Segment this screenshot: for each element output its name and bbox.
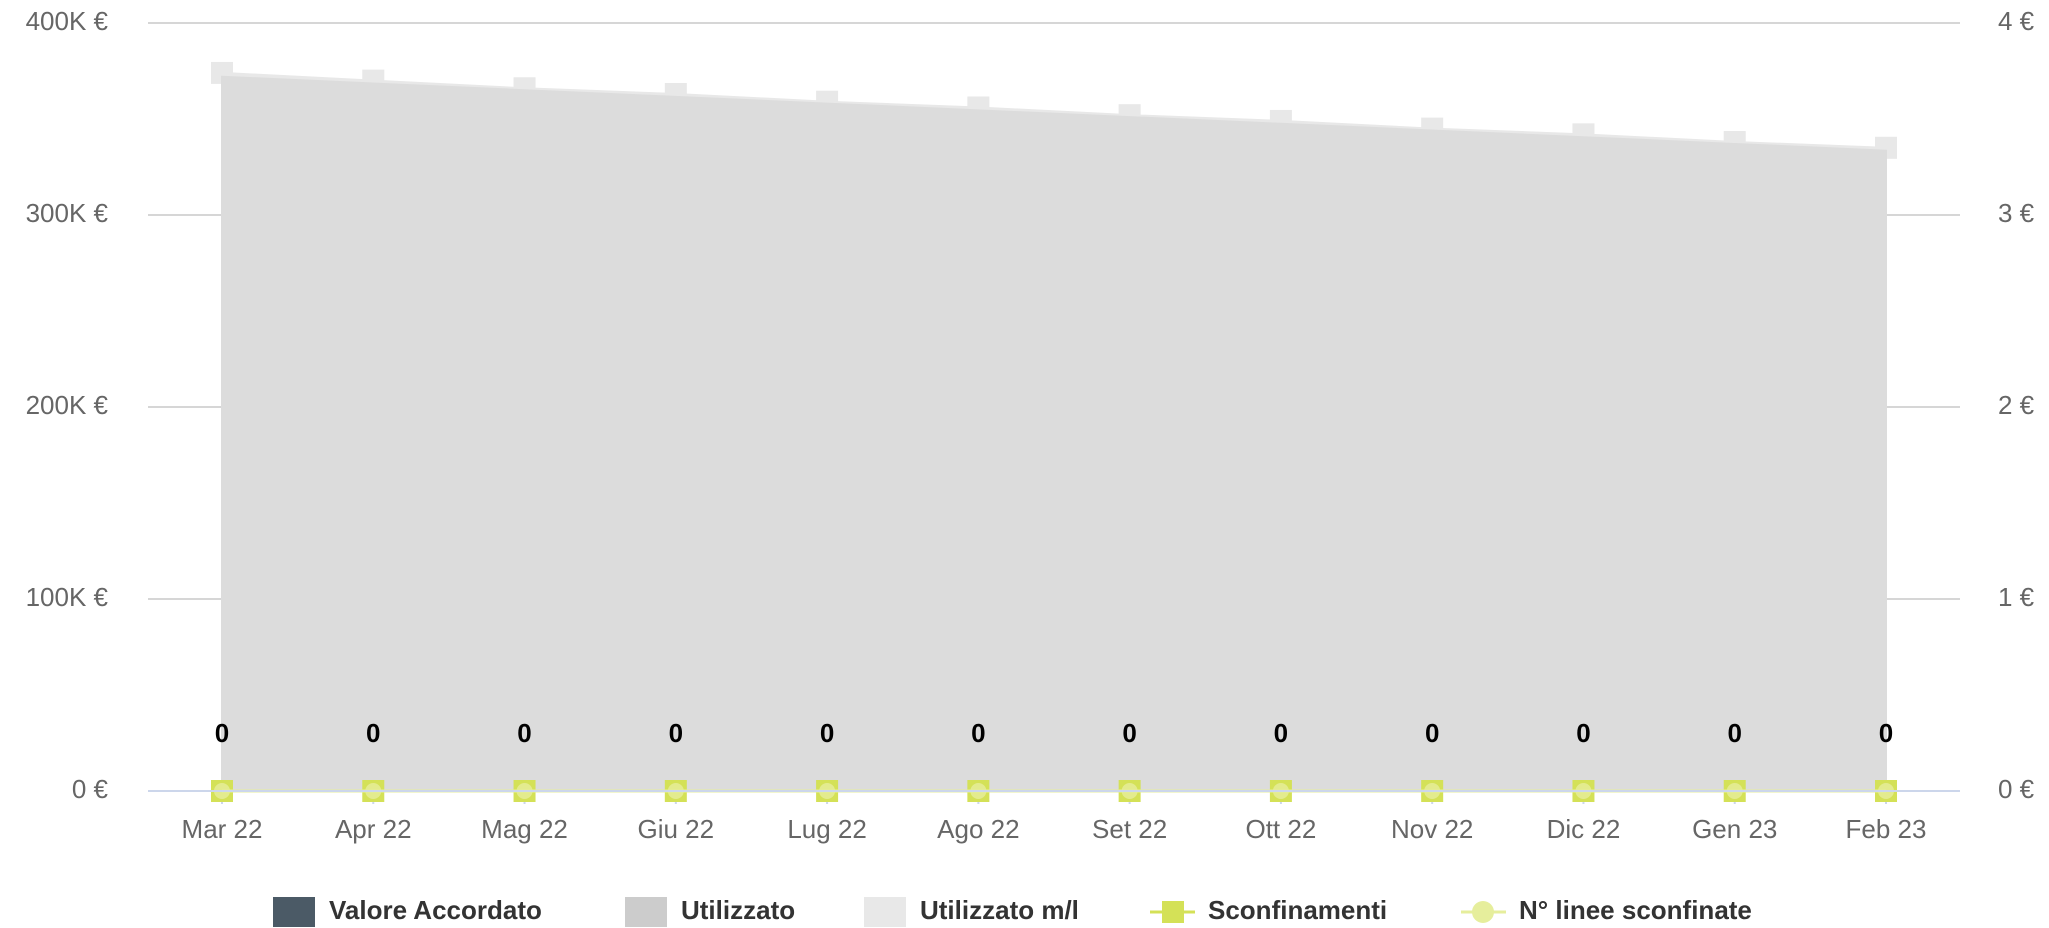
x-tick-label: Giu 22 bbox=[638, 814, 715, 844]
x-tick-label: Gen 23 bbox=[1692, 814, 1777, 844]
legend-marker bbox=[1472, 901, 1494, 923]
data-label: 0 bbox=[1122, 718, 1136, 748]
data-label: 0 bbox=[1576, 718, 1590, 748]
y-tick-label: 400K € bbox=[26, 6, 109, 36]
data-label: 0 bbox=[1879, 718, 1893, 748]
data-label: 0 bbox=[669, 718, 683, 748]
x-tick-label: Mag 22 bbox=[481, 814, 568, 844]
data-label: 0 bbox=[820, 718, 834, 748]
legend-label: N° linee sconfinate bbox=[1519, 895, 1752, 925]
area bbox=[221, 75, 1887, 792]
y-tick-label: 200K € bbox=[26, 390, 109, 420]
y-tick-label: 100K € bbox=[26, 582, 109, 612]
x-tick-label: Ago 22 bbox=[937, 814, 1019, 844]
legend-swatch bbox=[625, 897, 667, 927]
x-tick-label: Lug 22 bbox=[787, 814, 867, 844]
data-label: 0 bbox=[971, 718, 985, 748]
y2-tick-label: 0 € bbox=[1998, 774, 2035, 804]
data-label: 0 bbox=[517, 718, 531, 748]
data-label: 0 bbox=[215, 718, 229, 748]
data-label: 0 bbox=[1727, 718, 1741, 748]
data-label: 0 bbox=[1274, 718, 1288, 748]
x-tick-label: Mar 22 bbox=[182, 814, 263, 844]
y-tick-label: 300K € bbox=[26, 198, 109, 228]
legend-label: Sconfinamenti bbox=[1208, 895, 1387, 925]
x-tick-label: Nov 22 bbox=[1391, 814, 1473, 844]
y2-tick-label: 2 € bbox=[1998, 390, 2035, 420]
data-label: 0 bbox=[1425, 718, 1439, 748]
legend-marker bbox=[1162, 901, 1184, 923]
legend-swatch bbox=[864, 897, 906, 927]
y-tick-label: 0 € bbox=[72, 774, 109, 804]
data-label: 0 bbox=[366, 718, 380, 748]
legend-swatch bbox=[273, 897, 315, 927]
x-tick-label: Feb 23 bbox=[1846, 814, 1927, 844]
x-tick-label: Set 22 bbox=[1092, 814, 1167, 844]
x-tick-label: Apr 22 bbox=[335, 814, 412, 844]
x-tick-label: Dic 22 bbox=[1547, 814, 1621, 844]
y2-tick-label: 1 € bbox=[1998, 582, 2035, 612]
legend-label: Utilizzato m/l bbox=[920, 895, 1079, 925]
legend-label: Utilizzato bbox=[681, 895, 795, 925]
y2-tick-label: 4 € bbox=[1998, 6, 2035, 36]
y2-tick-label: 3 € bbox=[1998, 198, 2035, 228]
x-tick-label: Ott 22 bbox=[1245, 814, 1316, 844]
legend-label: Valore Accordato bbox=[329, 895, 542, 925]
